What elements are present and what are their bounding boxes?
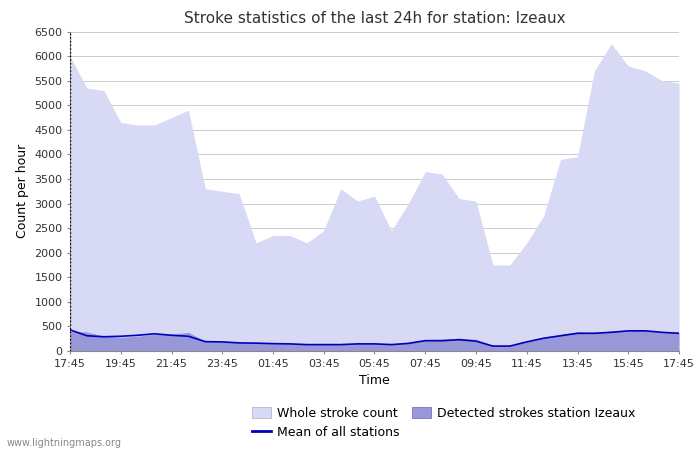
- Y-axis label: Count per hour: Count per hour: [15, 144, 29, 238]
- Text: www.lightningmaps.org: www.lightningmaps.org: [7, 438, 122, 448]
- Title: Stroke statistics of the last 24h for station: Izeaux: Stroke statistics of the last 24h for st…: [183, 11, 566, 26]
- Legend: Whole stroke count, Mean of all stations, Detected strokes station Izeaux: Whole stroke count, Mean of all stations…: [247, 402, 640, 444]
- X-axis label: Time: Time: [359, 374, 390, 387]
